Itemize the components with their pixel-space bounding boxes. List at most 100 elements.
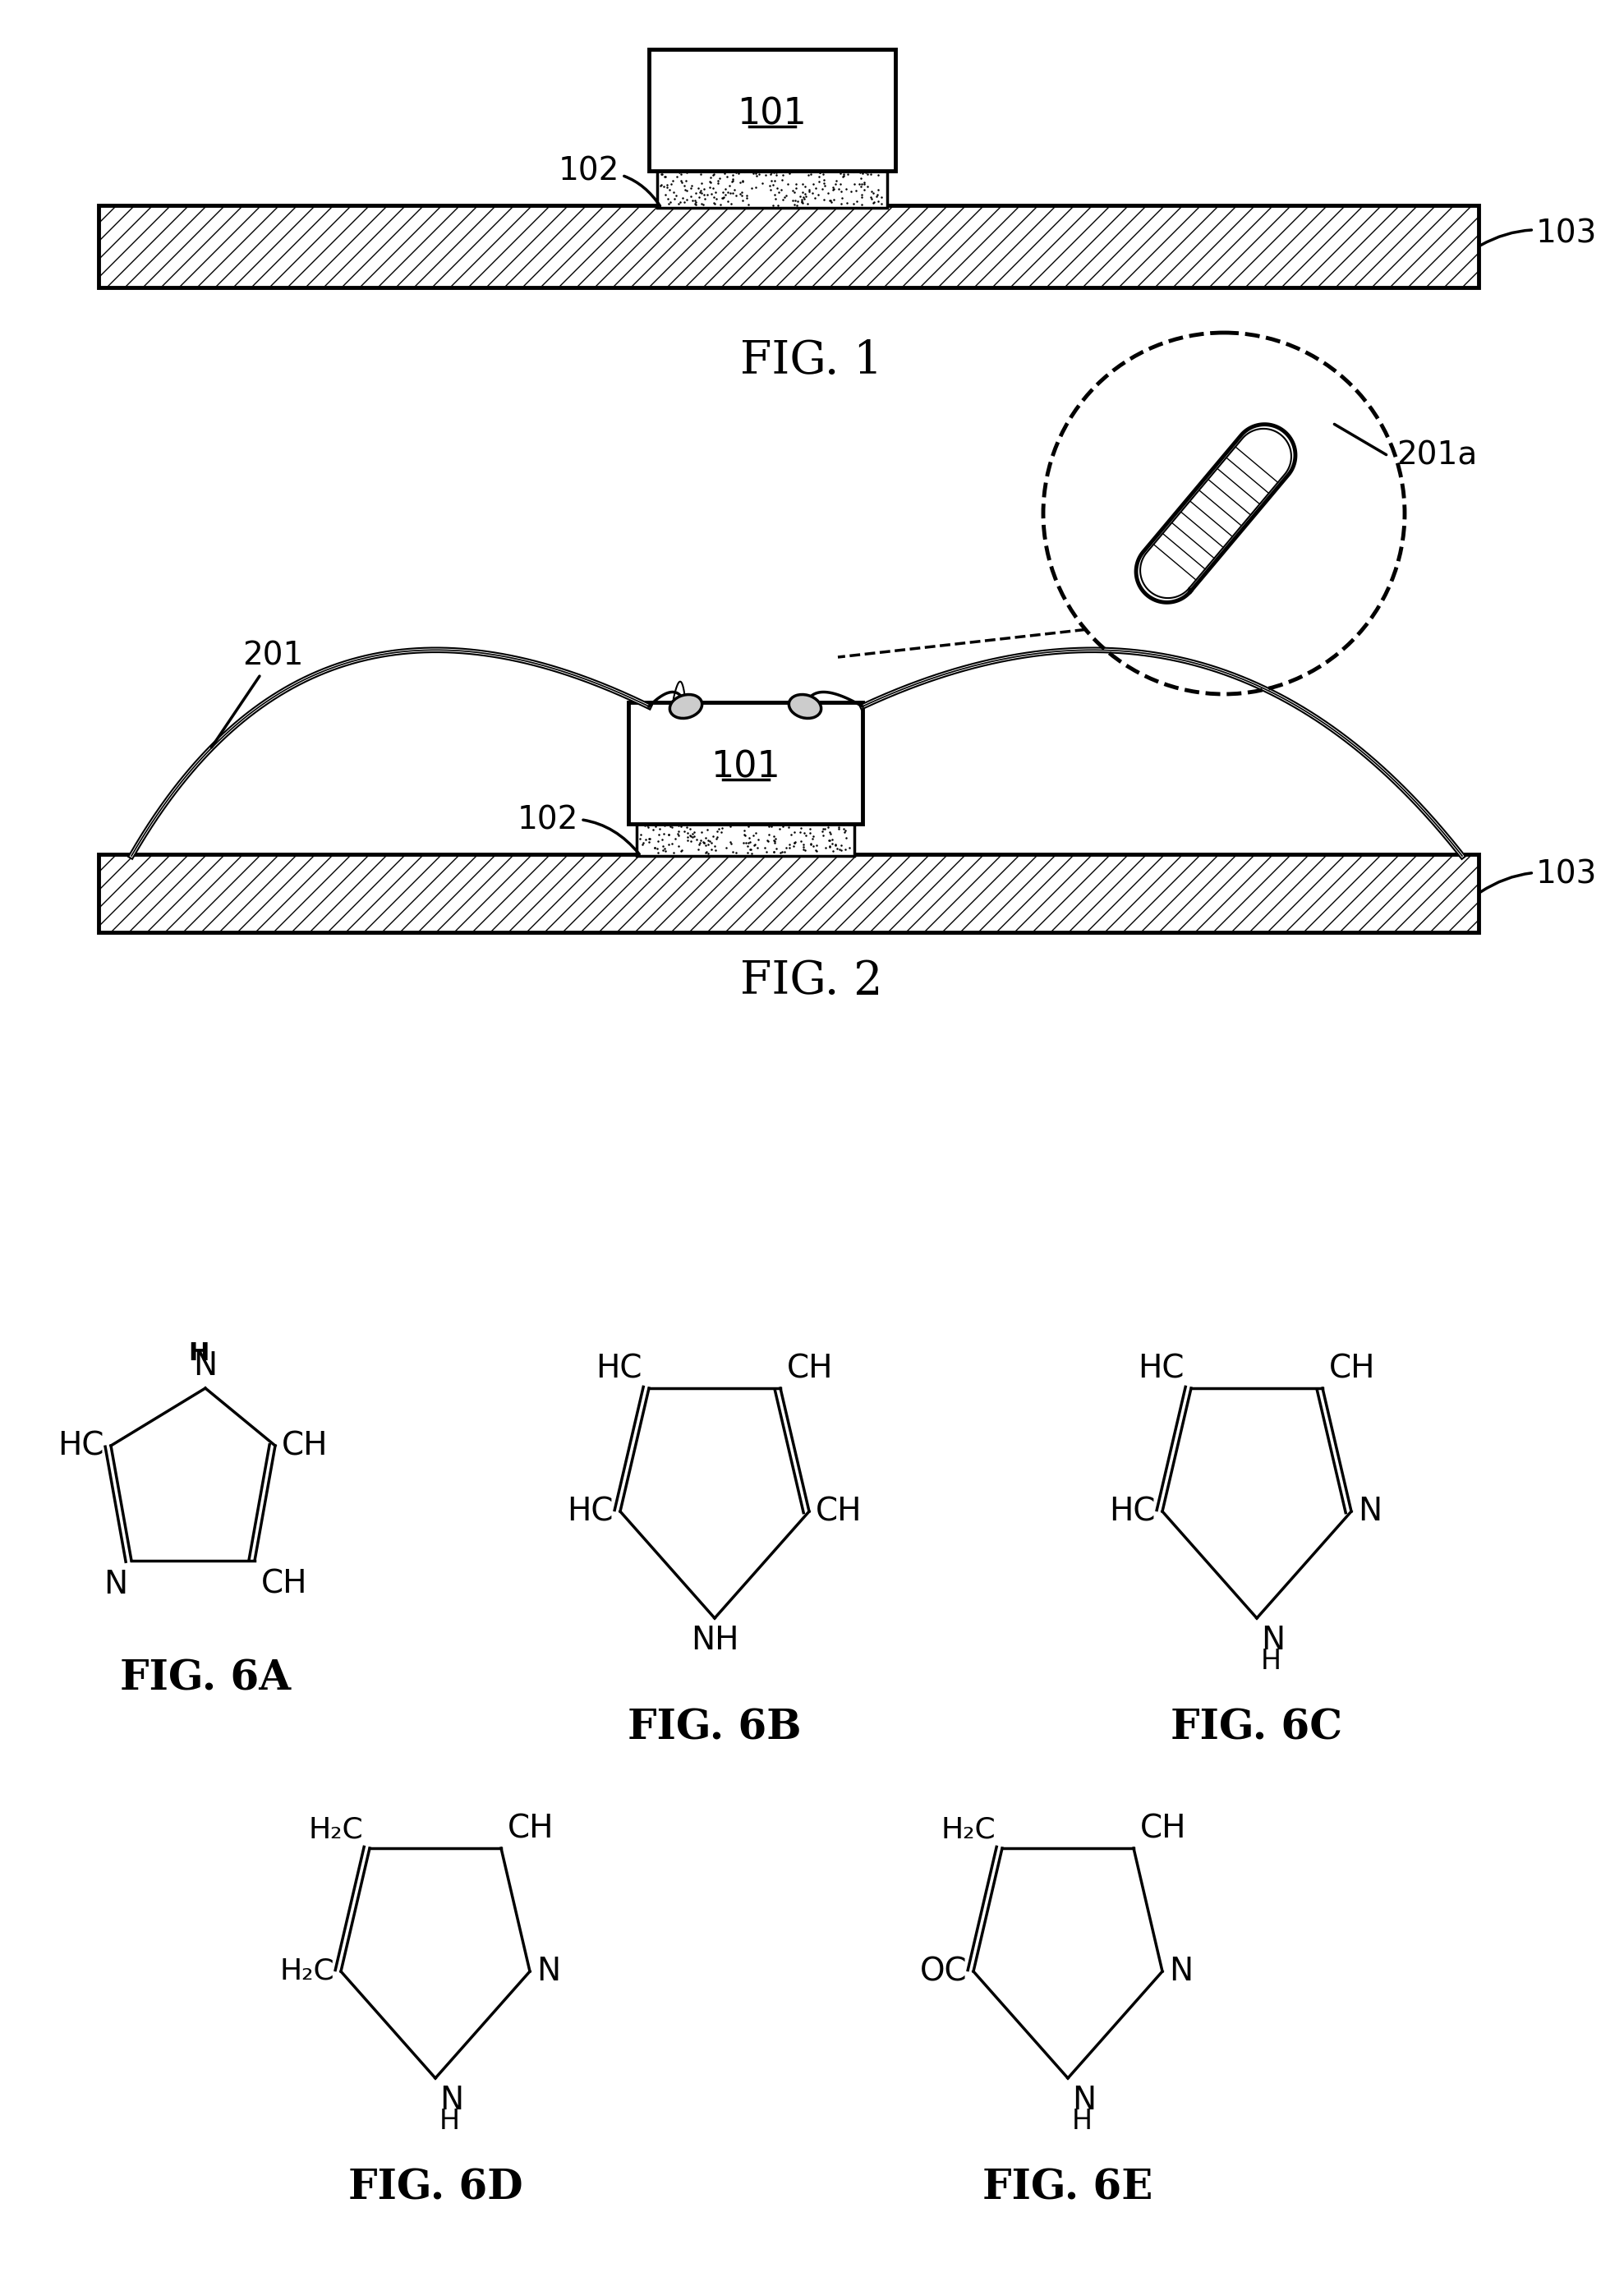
Point <box>677 812 703 848</box>
Point <box>671 812 697 848</box>
Text: FIG. 6A: FIG. 6A <box>120 1660 291 1698</box>
Point <box>710 174 736 210</box>
Point <box>687 171 713 208</box>
Point <box>661 174 687 210</box>
Point <box>664 153 690 190</box>
Point <box>648 167 674 203</box>
Text: H₂C: H₂C <box>279 1957 335 1984</box>
Point <box>729 162 755 199</box>
Point <box>732 818 758 855</box>
Point <box>773 176 799 213</box>
Point <box>705 818 731 855</box>
Point <box>708 809 734 846</box>
Point <box>716 823 742 860</box>
Point <box>797 809 823 846</box>
Point <box>690 823 716 860</box>
Point <box>781 823 807 860</box>
Ellipse shape <box>789 695 822 718</box>
Point <box>640 812 666 848</box>
Point <box>742 155 768 192</box>
Point <box>684 187 710 224</box>
Point <box>736 825 762 862</box>
Point <box>734 181 760 217</box>
Point <box>762 162 788 199</box>
Point <box>640 807 666 844</box>
Point <box>666 816 692 853</box>
Point <box>656 171 682 208</box>
Point <box>698 165 724 201</box>
Point <box>700 185 726 222</box>
Point <box>797 155 823 192</box>
Point <box>857 178 883 215</box>
Point <box>833 830 859 866</box>
Point <box>762 176 788 213</box>
Point <box>804 832 830 869</box>
Point <box>848 153 874 190</box>
Point <box>765 187 791 224</box>
Point <box>797 825 823 862</box>
Point <box>702 178 728 215</box>
Point <box>736 807 762 844</box>
Point <box>801 165 827 201</box>
Point <box>793 176 818 213</box>
Point <box>726 807 752 844</box>
Point <box>831 812 857 848</box>
Point <box>849 176 875 213</box>
Point <box>817 823 843 860</box>
Point <box>817 183 843 219</box>
Point <box>674 181 700 217</box>
Point <box>690 825 716 862</box>
Point <box>757 171 783 208</box>
Point <box>698 832 724 869</box>
Point <box>654 169 680 206</box>
Point <box>718 825 744 862</box>
Point <box>708 185 734 222</box>
Point <box>659 825 685 862</box>
Point <box>802 832 828 869</box>
Point <box>677 169 703 206</box>
Point <box>848 169 874 206</box>
Point <box>705 162 731 199</box>
Point <box>836 807 862 844</box>
Point <box>658 807 684 844</box>
Point <box>664 158 690 194</box>
Point <box>799 821 825 857</box>
Point <box>836 830 862 866</box>
Point <box>744 158 770 194</box>
Point <box>794 153 820 190</box>
Point <box>762 818 788 855</box>
Point <box>653 158 679 194</box>
Point <box>664 816 690 853</box>
Point <box>820 169 846 206</box>
Point <box>697 823 723 860</box>
Point <box>793 169 818 206</box>
Point <box>843 171 869 208</box>
Point <box>820 181 846 217</box>
Text: 102: 102 <box>518 805 640 855</box>
Point <box>677 818 703 855</box>
Point <box>815 809 841 846</box>
Point <box>776 155 802 192</box>
Point <box>841 185 867 222</box>
Point <box>643 807 669 844</box>
Point <box>674 823 700 860</box>
Point <box>702 185 728 222</box>
Point <box>737 823 763 860</box>
Point <box>718 185 744 222</box>
Point <box>667 162 693 199</box>
Point <box>758 809 784 846</box>
Point <box>812 812 838 848</box>
Point <box>760 832 786 869</box>
Text: N: N <box>1358 1495 1382 1527</box>
Point <box>744 830 770 866</box>
Point <box>715 807 741 844</box>
Point <box>789 183 815 219</box>
Bar <box>658 169 887 208</box>
Point <box>656 825 682 862</box>
Polygon shape <box>1137 425 1296 604</box>
Point <box>770 834 796 871</box>
Point <box>754 155 780 192</box>
Point <box>641 830 667 866</box>
Point <box>700 158 726 194</box>
Point <box>719 834 745 871</box>
